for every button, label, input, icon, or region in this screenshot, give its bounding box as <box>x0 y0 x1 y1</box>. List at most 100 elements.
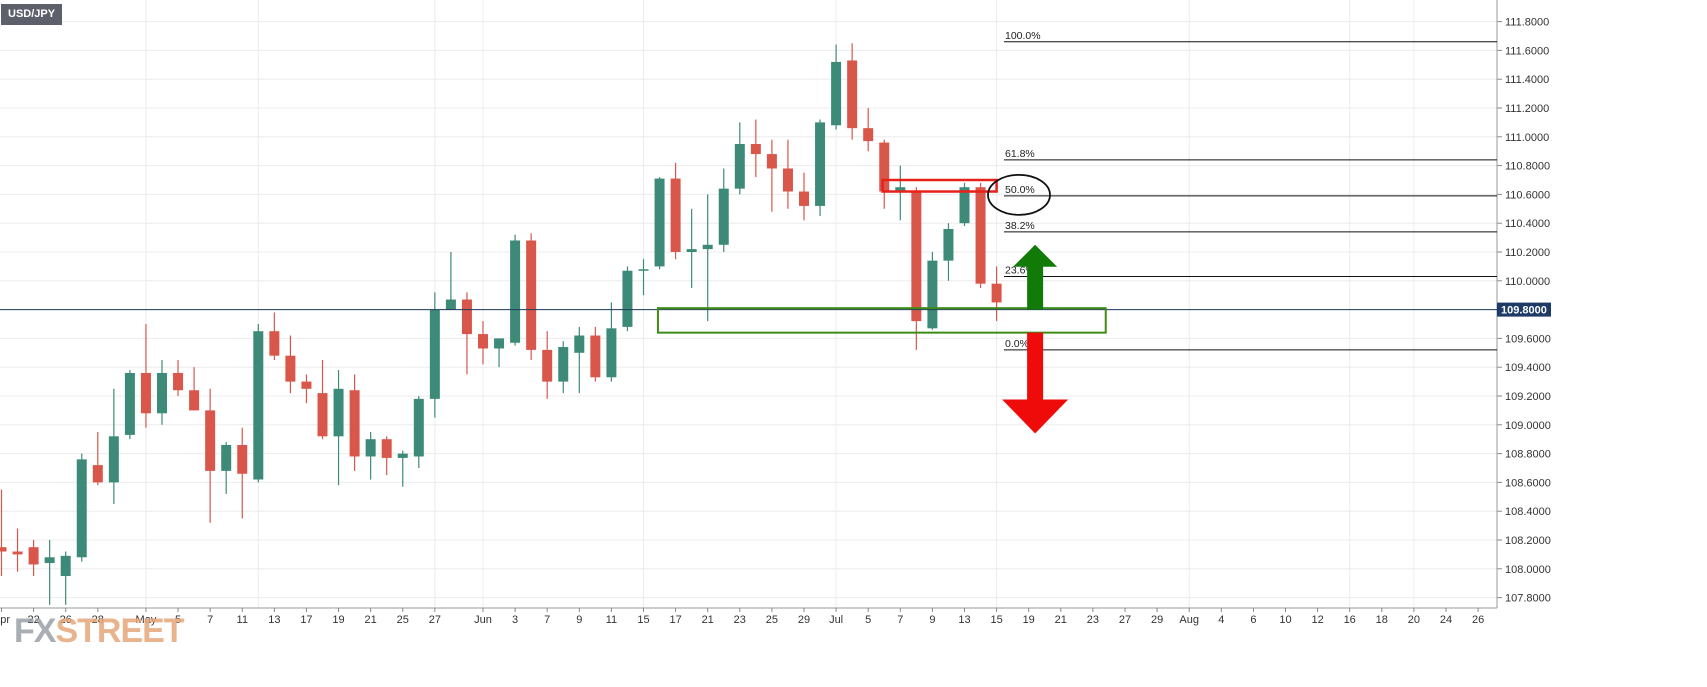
y-tick-label: 109.0000 <box>1505 420 1551 432</box>
x-tick-label: 7 <box>544 614 550 626</box>
plot-area <box>0 0 1497 608</box>
candle-body <box>943 228 954 261</box>
candle-body <box>670 178 681 252</box>
y-tick-label: 110.6000 <box>1505 189 1550 201</box>
x-tick-label: Jul <box>829 614 843 626</box>
y-tick-label: 109.2000 <box>1505 391 1551 403</box>
x-tick-label: 9 <box>576 614 582 626</box>
x-tick-label: 28 <box>92 614 104 626</box>
candle-body <box>317 393 328 437</box>
x-tick-label: 25 <box>397 614 409 626</box>
x-tick-label: 25 <box>766 614 778 626</box>
candle-body <box>654 178 665 267</box>
y-tick-label: 111.6000 <box>1505 45 1549 57</box>
y-tick-label: 111.0000 <box>1505 132 1549 144</box>
down-arrow <box>1002 332 1069 434</box>
resistance-box <box>881 178 998 193</box>
candle-body <box>847 60 858 129</box>
y-tick-label: 109.4000 <box>1505 362 1551 374</box>
candle-body <box>173 372 184 391</box>
candle-body <box>815 122 826 206</box>
candle-body <box>253 331 264 480</box>
candle-body <box>975 187 986 284</box>
candle-body <box>333 388 344 437</box>
candle-body <box>574 335 585 353</box>
candle-body <box>686 249 697 252</box>
candle-body <box>510 240 521 343</box>
candle-body <box>638 269 649 271</box>
x-tick-label: 19 <box>1023 614 1035 626</box>
x-tick-label: Jun <box>474 614 492 626</box>
candle-body <box>702 244 713 250</box>
candle-body <box>301 381 312 389</box>
y-tick-label: 110.8000 <box>1505 161 1550 173</box>
candle-body <box>879 142 890 192</box>
candle-body <box>461 299 472 335</box>
candle-body <box>959 187 970 224</box>
y-tick-label: 109.6000 <box>1505 333 1551 345</box>
candle-body <box>766 154 777 169</box>
candle-body <box>189 390 200 411</box>
x-tick-label: 17 <box>300 614 312 626</box>
candle-body <box>590 335 601 378</box>
candle-body <box>494 338 505 349</box>
candle-body <box>413 398 424 457</box>
candle-body <box>782 168 793 192</box>
up-arrow <box>1013 244 1058 310</box>
candle-body <box>269 331 280 356</box>
x-tick-label: 29 <box>798 614 810 626</box>
x-tick-label: 26 <box>60 614 72 626</box>
x-tick-label: 3 <box>512 614 518 626</box>
y-tick-label: 108.4000 <box>1505 506 1551 518</box>
fib-label: 100.0% <box>1005 30 1041 42</box>
candle-body <box>349 390 360 457</box>
candle-body <box>12 551 23 555</box>
candle-body <box>991 283 1002 303</box>
x-tick-label: 9 <box>929 614 935 626</box>
x-tick-label: 18 <box>1376 614 1388 626</box>
x-tick-label: 16 <box>1344 614 1356 626</box>
fib-label: 38.2% <box>1005 220 1035 232</box>
y-tick-label: 107.8000 <box>1505 593 1551 605</box>
x-tick-label: 21 <box>1055 614 1067 626</box>
y-tick-label: 110.4000 <box>1505 218 1550 230</box>
candle-body <box>285 355 296 382</box>
candle-body <box>237 444 248 474</box>
x-tick-label: 13 <box>958 614 970 626</box>
current-price-label: 109.8000 <box>1501 305 1547 317</box>
x-tick-label: 10 <box>1279 614 1291 626</box>
current-price-badge <box>1497 302 1551 317</box>
x-tick-label: 23 <box>734 614 746 626</box>
x-tick-label: 11 <box>237 614 248 626</box>
x-tick-label: 21 <box>365 614 377 626</box>
candle-body <box>124 372 135 435</box>
x-tick-label: 15 <box>990 614 1002 626</box>
y-tick-label: 110.2000 <box>1505 247 1550 259</box>
x-tick-label: 22 <box>27 614 39 626</box>
fib-label: 50.0% <box>1005 184 1035 196</box>
x-tick-label: 6 <box>1250 614 1256 626</box>
candle-body <box>734 144 745 189</box>
x-tick-label: 20 <box>1408 614 1420 626</box>
candle-body <box>863 128 874 142</box>
y-tick-label: 108.0000 <box>1505 564 1551 576</box>
x-tick-label: 12 <box>1311 614 1323 626</box>
candle-body <box>108 436 119 483</box>
candle-body <box>718 188 729 245</box>
candle-body <box>526 240 537 350</box>
symbol-badge: USD/JPY <box>1 4 63 25</box>
x-tick-label: 19 <box>332 614 344 626</box>
candle-body <box>445 299 456 310</box>
candle-body <box>606 328 617 378</box>
candle-body <box>478 334 488 349</box>
candle-body <box>205 410 216 471</box>
candle-body <box>622 270 633 327</box>
y-tick-label: 111.8000 <box>1505 17 1549 29</box>
candle-body <box>0 547 7 552</box>
fib-label: 0.0% <box>1005 338 1029 350</box>
x-tick-label: May <box>136 614 157 626</box>
candle-body <box>365 439 376 457</box>
x-tick-label: 24 <box>1440 614 1452 626</box>
x-tick-label: 17 <box>669 614 681 626</box>
